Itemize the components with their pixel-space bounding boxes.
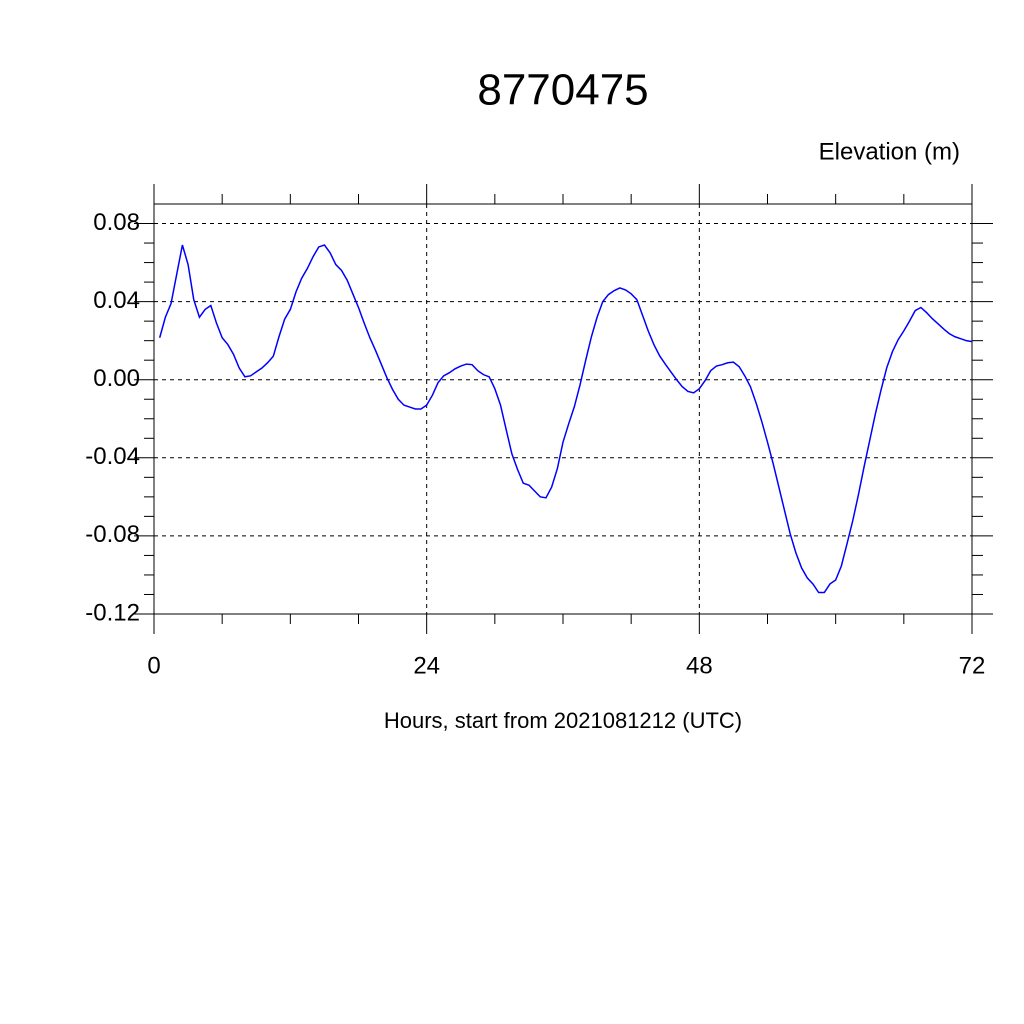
y-tick-label: 0.00 (93, 365, 140, 392)
x-tick-label: 0 (147, 652, 160, 679)
x-axis-label: Hours, start from 2021081212 (UTC) (384, 708, 742, 733)
y-tick-label: 0.08 (93, 209, 140, 236)
x-tick-label: 72 (959, 652, 986, 679)
y-tick-label: -0.08 (85, 521, 140, 548)
plot-frame (153, 203, 973, 615)
y-tick-label: 0.04 (93, 287, 140, 314)
y-tick-label: -0.04 (85, 443, 140, 470)
data-line (158, 244, 973, 594)
y-tick-label: -0.12 (85, 599, 140, 626)
x-tick-label: 24 (413, 652, 440, 679)
y-axis-label: Elevation (m) (819, 138, 960, 165)
chart-title: 8770475 (477, 66, 648, 115)
x-tick-label: 48 (686, 652, 713, 679)
